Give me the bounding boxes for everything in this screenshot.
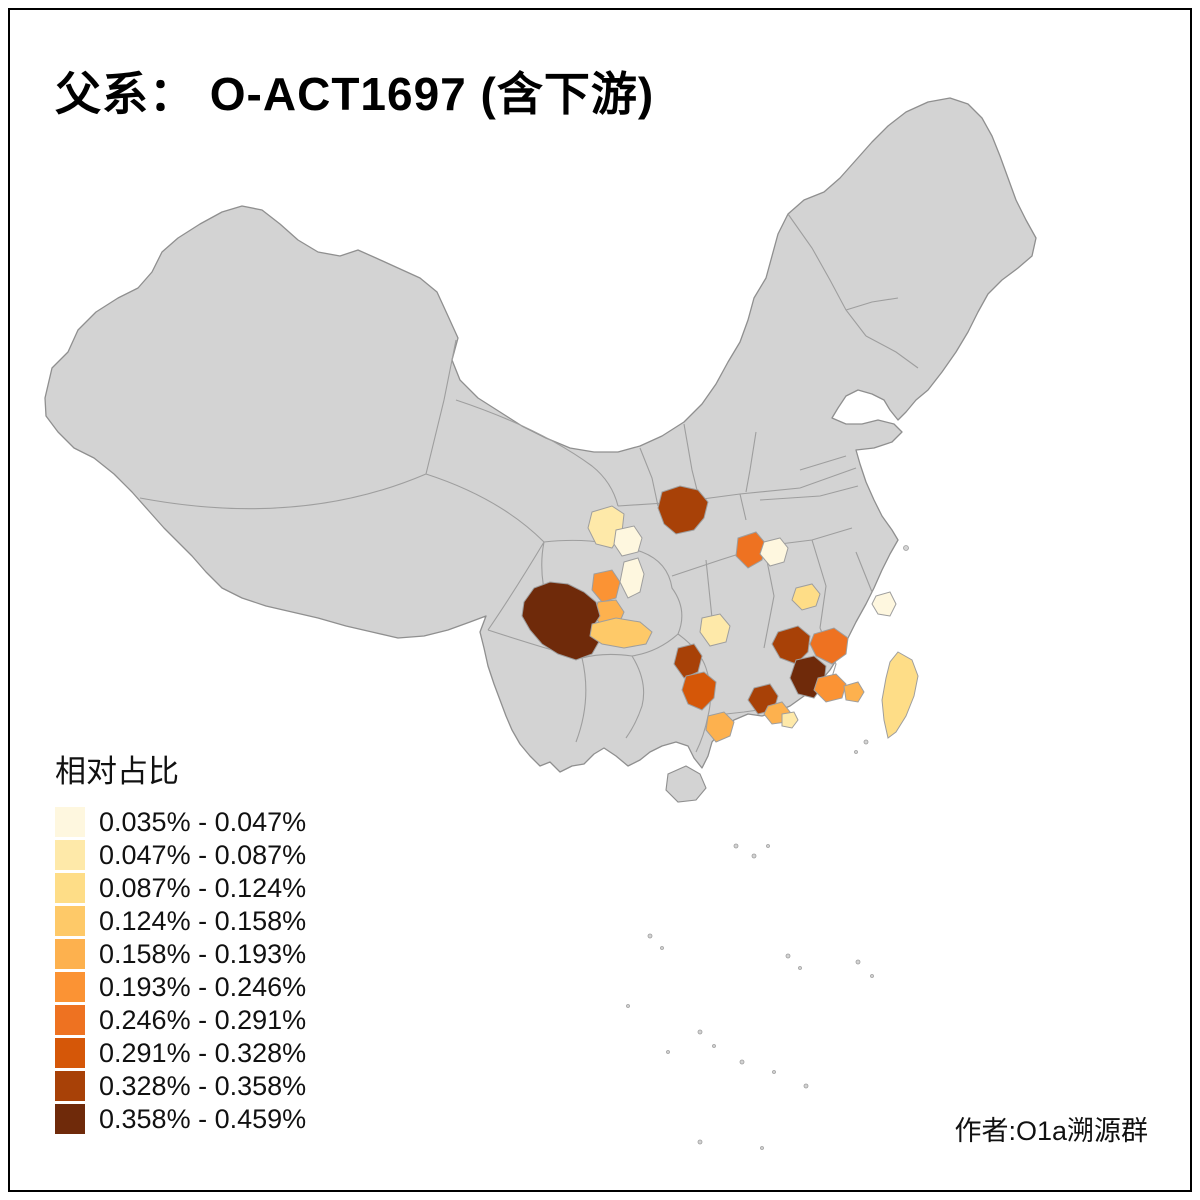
map-region (809, 627, 849, 665)
legend: 相对占比 0.035% - 0.047% 0.047% - 0.087% 0.087… (55, 746, 306, 1134)
legend-row: 0.158% - 0.193% (55, 939, 306, 969)
map-region (681, 671, 717, 711)
china-mainland (44, 97, 1037, 773)
legend-swatch (55, 1104, 85, 1134)
map-region (657, 485, 709, 535)
legend-swatch (55, 906, 85, 936)
legend-row: 0.124% - 0.158% (55, 906, 306, 936)
map-region (791, 583, 821, 611)
map-region (705, 711, 735, 743)
legend-label: 0.193% - 0.246% (99, 971, 307, 1002)
legend-title: 相对占比 (55, 754, 179, 789)
legend-swatch (55, 840, 85, 870)
map-region (881, 651, 919, 739)
legend-label: 0.035% - 0.047% (99, 806, 307, 837)
attribution: 作者:O1a溯源群 (954, 1116, 1148, 1146)
legend-swatch (55, 873, 85, 903)
island-specks (626, 545, 909, 1150)
map-region (735, 531, 767, 569)
legend-swatch (55, 1038, 85, 1068)
legend-swatch (55, 1005, 85, 1035)
legend-swatch (55, 939, 85, 969)
map-region (613, 525, 643, 557)
legend-swatch (55, 1071, 85, 1101)
map-region (843, 681, 865, 703)
map-region (673, 643, 703, 679)
legend-row: 0.047% - 0.087% (55, 840, 306, 870)
map-region (699, 613, 731, 647)
map-region (771, 625, 811, 665)
hainan-island (665, 765, 707, 803)
legend-label: 0.328% - 0.358% (99, 1070, 307, 1101)
legend-label: 0.358% - 0.459% (99, 1103, 307, 1134)
legend-swatch (55, 972, 85, 1002)
legend-label: 0.047% - 0.087% (99, 839, 307, 870)
legend-label: 0.124% - 0.158% (99, 905, 307, 936)
legend-row: 0.193% - 0.246% (55, 972, 306, 1002)
legend-row: 0.328% - 0.358% (55, 1071, 306, 1101)
legend-row: 0.035% - 0.047% (55, 807, 306, 837)
legend-rows: 0.035% - 0.047% 0.047% - 0.087% 0.087% - 0… (55, 807, 306, 1134)
legend-label: 0.158% - 0.193% (99, 938, 307, 969)
colored-regions (521, 485, 919, 743)
legend-row: 0.291% - 0.328% (55, 1038, 306, 1068)
legend-label: 0.246% - 0.291% (99, 1004, 307, 1035)
map-region (781, 711, 799, 729)
map-region (871, 591, 897, 617)
map-region (759, 537, 789, 567)
legend-row: 0.246% - 0.291% (55, 1005, 306, 1035)
map-region (813, 673, 847, 703)
legend-swatch (55, 807, 85, 837)
legend-row: 0.358% - 0.459% (55, 1104, 306, 1134)
legend-row: 0.087% - 0.124% (55, 873, 306, 903)
map-region (591, 569, 621, 603)
legend-label: 0.291% - 0.328% (99, 1037, 307, 1068)
page-title: 父系： O-ACT1697 (含下游) (55, 68, 655, 120)
map-region (589, 617, 653, 649)
legend-label: 0.087% - 0.124% (99, 872, 307, 903)
